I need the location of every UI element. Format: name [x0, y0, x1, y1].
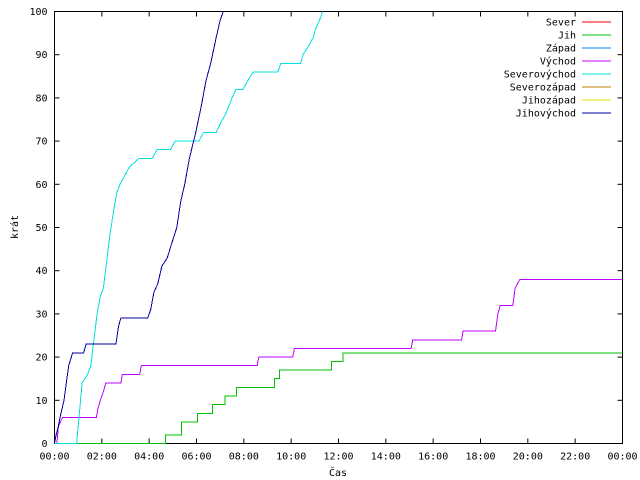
y-tick-label: 80	[35, 93, 47, 104]
legend-label: Jih	[558, 31, 576, 42]
series-line	[54, 11, 224, 444]
x-tick-label: 04:00	[134, 452, 164, 463]
series-line	[54, 11, 324, 444]
legend-label: Jihozápad	[522, 95, 576, 107]
x-tick-label: 18:00	[465, 452, 495, 463]
x-tick-label: 10:00	[276, 452, 306, 463]
y-tick-label: 10	[35, 396, 47, 407]
x-axis-label: Čas	[329, 466, 347, 479]
legend: Sever JihZápadVýchodSeverovýchodSeverozáp…	[504, 18, 611, 120]
series-line	[54, 352, 623, 444]
x-tick-label: 16:00	[418, 452, 448, 463]
x-tick-label: 02:00	[87, 452, 117, 463]
legend-label: Západ	[546, 43, 576, 55]
x-tick-label: 08:00	[229, 452, 259, 463]
legend-label: Východ	[540, 56, 576, 68]
y-tick-label: 100	[29, 7, 47, 18]
series-line	[56, 278, 623, 444]
x-tick-label: 22:00	[560, 452, 590, 463]
x-tick-label: 12:00	[323, 452, 353, 463]
y-tick-label: 70	[35, 137, 47, 148]
x-tick-label: 06:00	[181, 452, 211, 463]
x-tick-label: 14:00	[371, 452, 401, 463]
y-tick-label: 90	[35, 50, 47, 61]
y-tick-label: 40	[35, 266, 47, 277]
y-tick-label: 20	[35, 353, 47, 364]
y-tick-label: 50	[35, 223, 47, 234]
legend-label: Severozápad	[510, 82, 576, 94]
series-lines	[54, 11, 623, 444]
y-tick-label: 60	[35, 180, 47, 191]
x-tick-label: 20:00	[513, 452, 543, 463]
y-tick-label: 0	[41, 439, 47, 450]
x-tick-labels: 00:00 02:00 04:00 06:00 08:00 10:00 12:00 14:00…	[39, 452, 637, 463]
y-tick-label: 30	[35, 309, 47, 320]
legend-label: Sever	[546, 18, 576, 29]
y-axis-label: krát	[9, 215, 21, 239]
axis-ticks	[54, 11, 623, 444]
legend-label: Jihovýchod	[516, 108, 576, 120]
y-tick-labels: 0 10 20 30 40 50 60 70 80 90 100	[29, 7, 47, 450]
legend-label: Severovýchod	[504, 69, 576, 81]
x-tick-label: 00:00	[607, 452, 637, 463]
x-tick-label: 00:00	[39, 452, 69, 463]
